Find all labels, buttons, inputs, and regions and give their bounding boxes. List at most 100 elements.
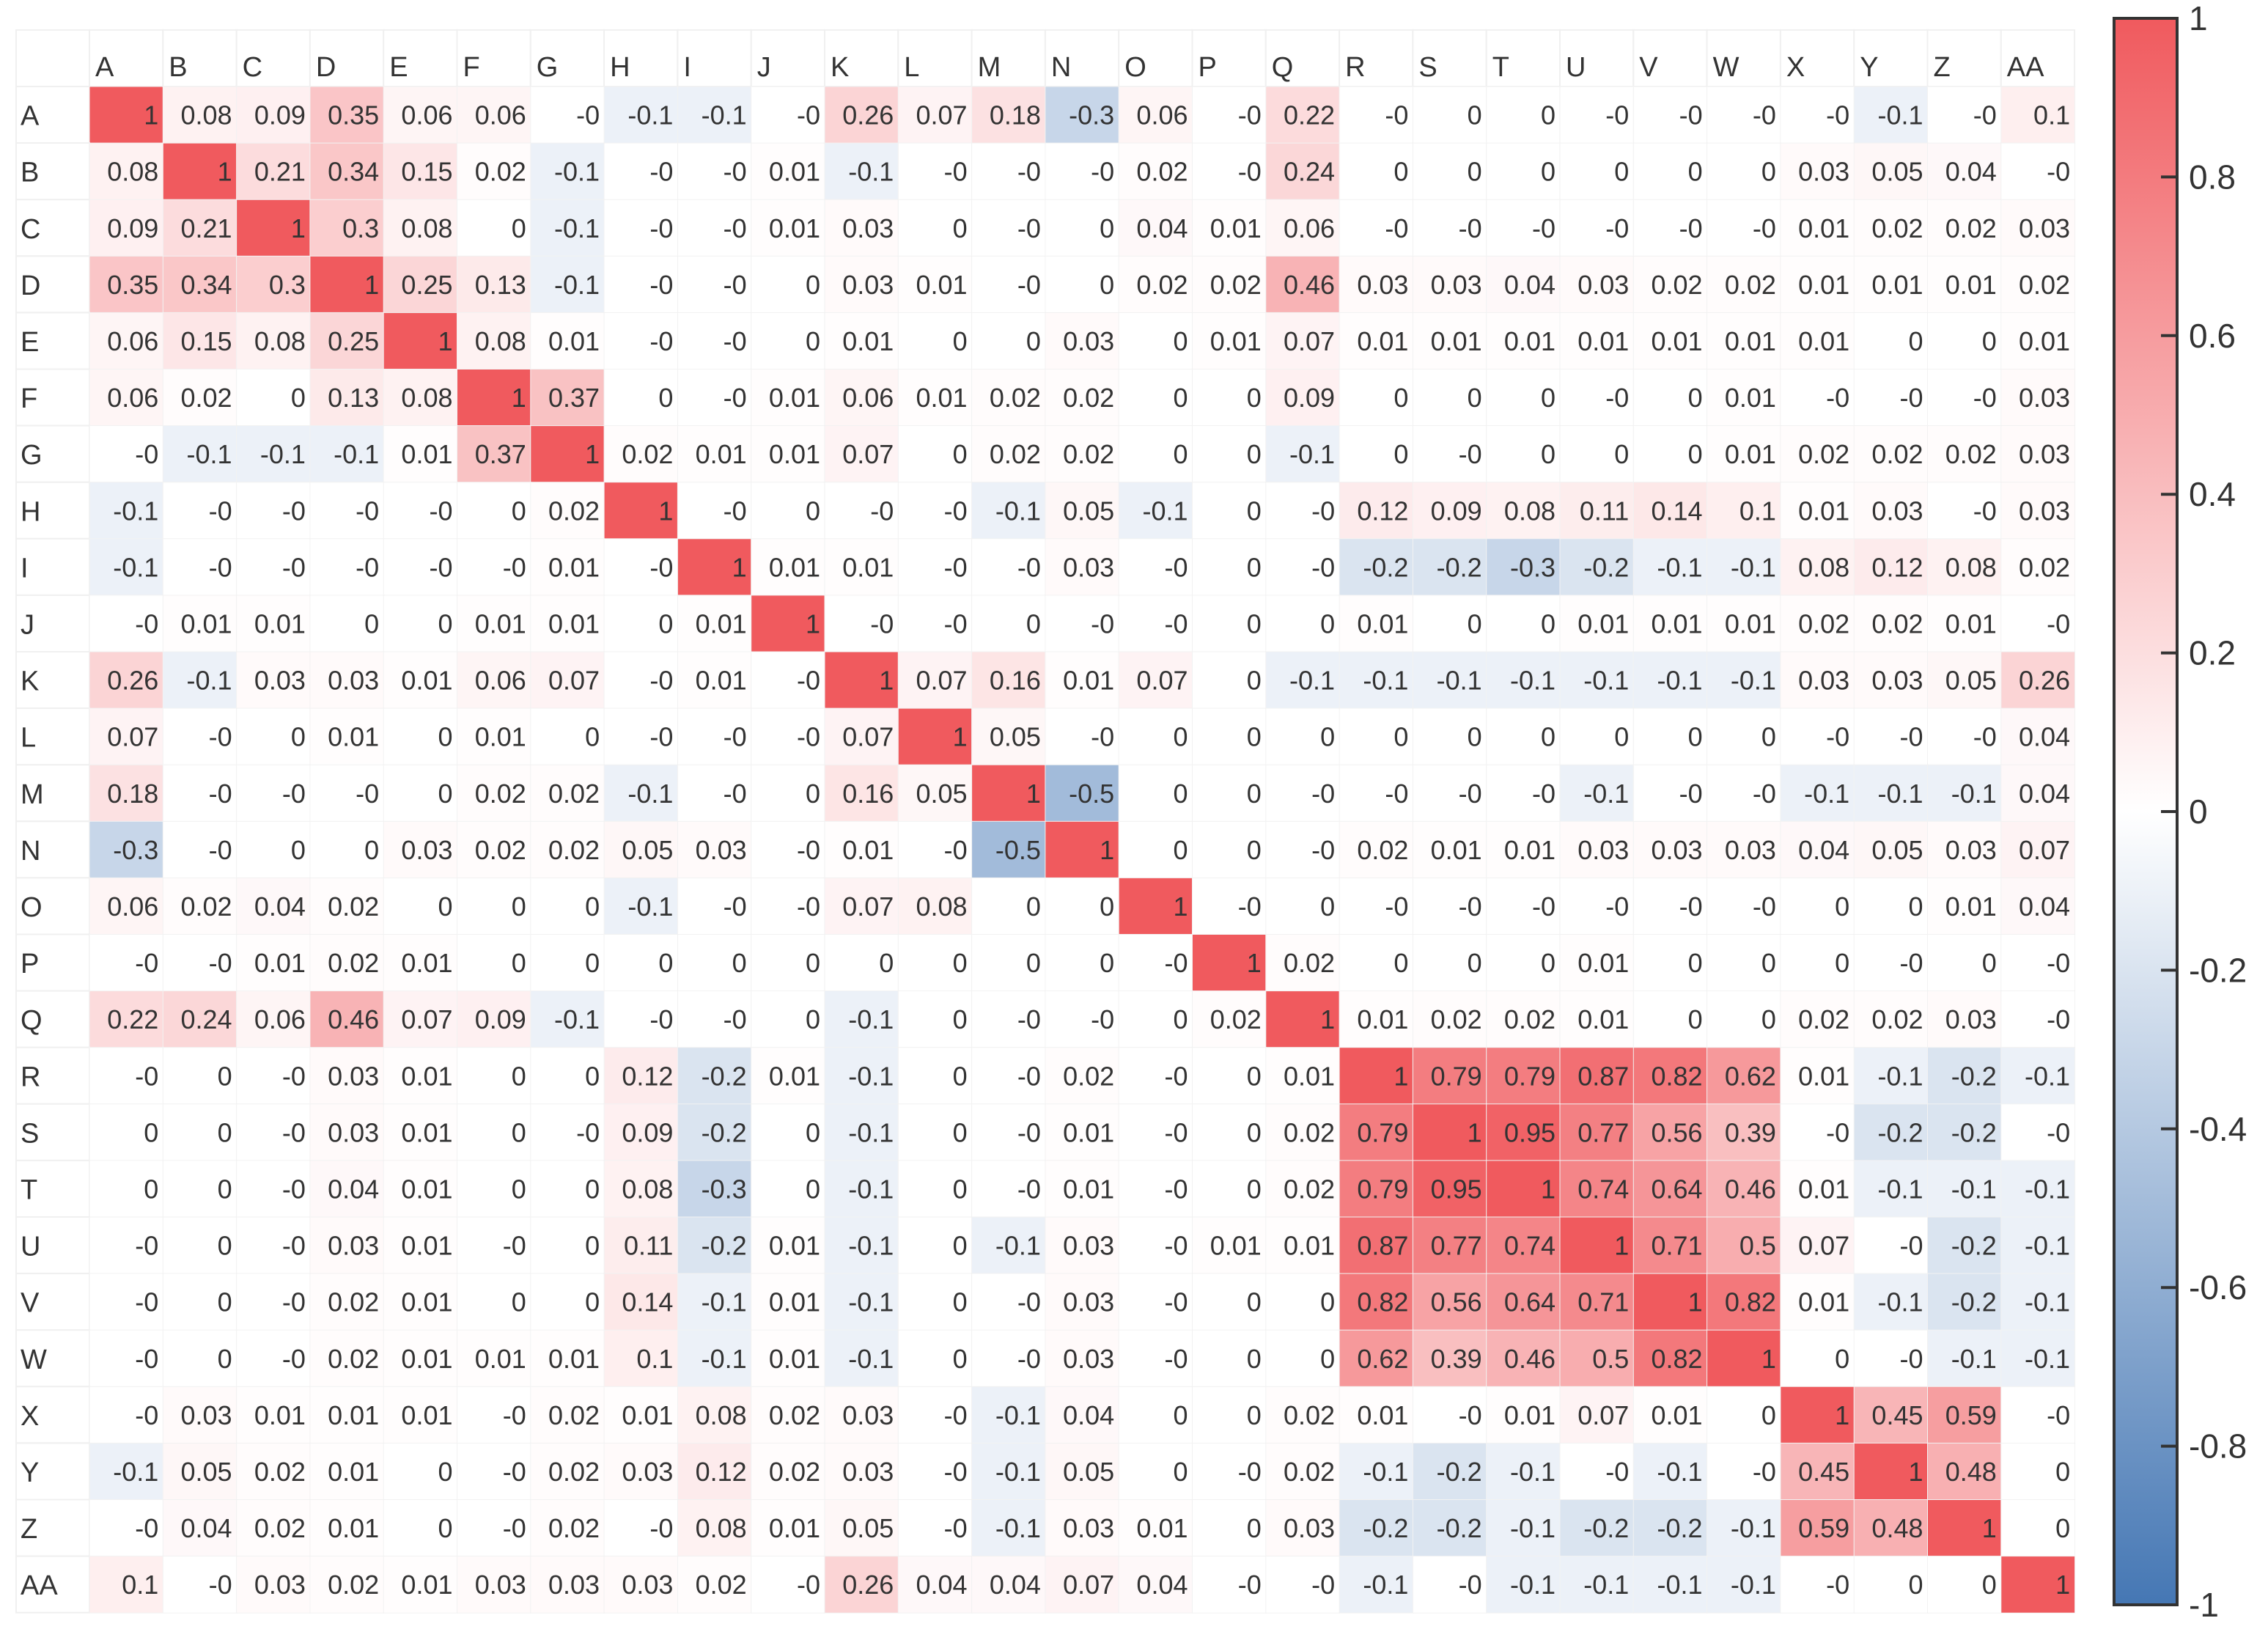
heatmap-cell bbox=[457, 1216, 531, 1275]
heatmap-cell bbox=[530, 1386, 605, 1444]
cell-value: 0 bbox=[144, 1174, 158, 1204]
cell-value: 0.14 bbox=[622, 1287, 673, 1317]
heatmap-cell bbox=[1339, 538, 1414, 596]
cell-value: -0 bbox=[1238, 891, 1262, 922]
cell-value: 0 bbox=[1541, 608, 1555, 639]
cell-value: -0 bbox=[135, 1231, 158, 1261]
heatmap-cell bbox=[1118, 369, 1193, 427]
cell-value: 0.01 bbox=[328, 722, 379, 752]
heatmap-cell bbox=[162, 199, 238, 257]
cell-value: 0.02 bbox=[1063, 1061, 1114, 1091]
cell-value: 0 bbox=[512, 213, 526, 243]
heatmap-cell bbox=[383, 1556, 458, 1614]
cell-value: 0 bbox=[806, 326, 820, 356]
heatmap-cell bbox=[1412, 255, 1487, 314]
cell-value: -0 bbox=[1164, 1061, 1188, 1091]
cell-value: 0.03 bbox=[401, 835, 452, 865]
column-label: F bbox=[463, 52, 480, 83]
heatmap-cell bbox=[1486, 707, 1561, 766]
heatmap-cell bbox=[751, 425, 825, 483]
cell-value: 0.02 bbox=[1871, 1004, 1923, 1034]
heatmap-cell bbox=[162, 1273, 238, 1331]
heatmap-cell bbox=[1632, 1442, 1708, 1501]
heatmap-cell bbox=[897, 538, 973, 596]
heatmap-cell bbox=[751, 1216, 825, 1275]
heatmap-cell bbox=[1780, 1386, 1855, 1444]
cell-value: 0.08 bbox=[107, 157, 158, 187]
cell-value: 1 bbox=[1100, 835, 1114, 865]
heatmap-cell bbox=[971, 1442, 1046, 1501]
heatmap-cell bbox=[530, 764, 605, 823]
heatmap-cell bbox=[309, 651, 385, 710]
cell-value: 0.03 bbox=[1063, 326, 1114, 356]
cell-value: 0.06 bbox=[107, 383, 158, 413]
cell-value: 0.03 bbox=[1063, 1231, 1114, 1261]
cell-value: 0.03 bbox=[1871, 496, 1923, 526]
cell-value: -0 bbox=[1459, 1400, 1482, 1430]
cell-value: 0 bbox=[1247, 439, 1262, 469]
heatmap-cell bbox=[1118, 255, 1193, 314]
cell-value: 0 bbox=[1908, 1570, 1923, 1600]
cell-value: 0.45 bbox=[1798, 1457, 1849, 1487]
cell-value: 0.82 bbox=[1652, 1344, 1703, 1374]
heatmap-cell bbox=[1853, 651, 1929, 710]
cell-value: 0 bbox=[1247, 1174, 1262, 1204]
heatmap-cell bbox=[309, 1556, 385, 1614]
heatmap-cell bbox=[677, 86, 752, 144]
cell-value: 0.01 bbox=[401, 1117, 452, 1147]
column-label: B bbox=[169, 52, 187, 83]
cell-value: 0.03 bbox=[696, 835, 747, 865]
heatmap-cell bbox=[457, 1499, 531, 1557]
cell-value: 0.07 bbox=[916, 100, 968, 130]
cell-value: -0.1 bbox=[1510, 1457, 1555, 1487]
cell-value: 0.02 bbox=[548, 1513, 600, 1543]
cell-value: 0.01 bbox=[842, 326, 894, 356]
cell-value: 0 bbox=[1100, 213, 1114, 243]
cell-value: 0.01 bbox=[401, 1344, 452, 1374]
cell-value: 1 bbox=[512, 383, 526, 413]
cell-value: 0.07 bbox=[1798, 1231, 1849, 1261]
cell-value: -0 bbox=[135, 1287, 158, 1317]
heatmap-cell bbox=[530, 820, 605, 879]
heatmap-cell bbox=[1853, 1556, 1929, 1614]
heatmap-cell bbox=[1486, 1556, 1561, 1614]
heatmap-cell bbox=[1927, 1273, 2002, 1331]
heatmap-cell bbox=[603, 1329, 679, 1388]
heatmap-cell bbox=[677, 877, 752, 935]
heatmap-cell bbox=[1853, 86, 1929, 144]
cell-value: -0 bbox=[1017, 552, 1041, 582]
cell-value: 0.01 bbox=[548, 608, 600, 639]
heatmap-cell bbox=[162, 1556, 238, 1614]
heatmap-cell bbox=[897, 1103, 973, 1161]
heatmap-cell bbox=[1486, 255, 1561, 314]
row-header-cell bbox=[15, 368, 90, 427]
heatmap-cell bbox=[1045, 255, 1120, 314]
cell-value: -0.1 bbox=[1731, 552, 1776, 582]
cell-value: 0.06 bbox=[254, 1004, 306, 1034]
cell-value: -0 bbox=[797, 1570, 820, 1600]
heatmap-cell bbox=[1486, 990, 1561, 1048]
cell-value: 0 bbox=[1688, 383, 1703, 413]
cell-value: 0.01 bbox=[1063, 666, 1114, 696]
heatmap-cell bbox=[236, 86, 311, 144]
heatmap-cell bbox=[457, 934, 531, 992]
column-label: Q bbox=[1272, 52, 1294, 83]
heatmap-cell bbox=[1632, 142, 1708, 201]
cell-value: -0 bbox=[797, 722, 820, 752]
heatmap-cell bbox=[1559, 764, 1635, 823]
cell-value: 0 bbox=[438, 891, 452, 922]
cell-value: 0.01 bbox=[1431, 835, 1482, 865]
heatmap-cell bbox=[677, 255, 752, 314]
heatmap-cell bbox=[530, 990, 605, 1048]
cell-value: 0.02 bbox=[548, 779, 600, 809]
row-label: P bbox=[21, 949, 39, 979]
heatmap-cell bbox=[1706, 1442, 1781, 1501]
cell-value: 0 bbox=[1541, 948, 1555, 978]
heatmap-cell bbox=[383, 820, 458, 879]
heatmap-cell bbox=[603, 1273, 679, 1331]
heatmap-cell bbox=[1632, 1273, 1708, 1331]
heatmap-cell bbox=[677, 1103, 752, 1161]
row-label: F bbox=[21, 383, 37, 414]
cell-value: -0 bbox=[282, 1231, 306, 1261]
cell-value: -0 bbox=[1459, 1570, 1482, 1600]
